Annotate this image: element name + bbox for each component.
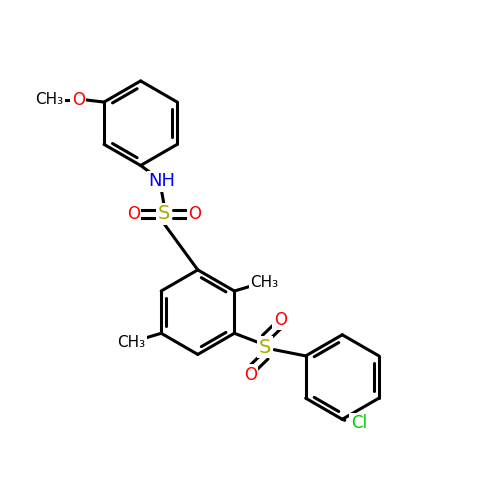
- Text: CH₃: CH₃: [118, 334, 146, 349]
- Text: S: S: [158, 204, 170, 223]
- Text: CH₃: CH₃: [250, 274, 278, 289]
- Text: O: O: [244, 366, 257, 384]
- Text: Cl: Cl: [350, 414, 367, 432]
- Text: NH: NH: [148, 172, 175, 190]
- Text: O: O: [274, 311, 286, 329]
- Text: O: O: [72, 90, 85, 108]
- Text: CH₃: CH₃: [36, 92, 64, 107]
- Text: O: O: [188, 204, 202, 222]
- Text: S: S: [259, 338, 272, 356]
- Text: O: O: [126, 204, 140, 222]
